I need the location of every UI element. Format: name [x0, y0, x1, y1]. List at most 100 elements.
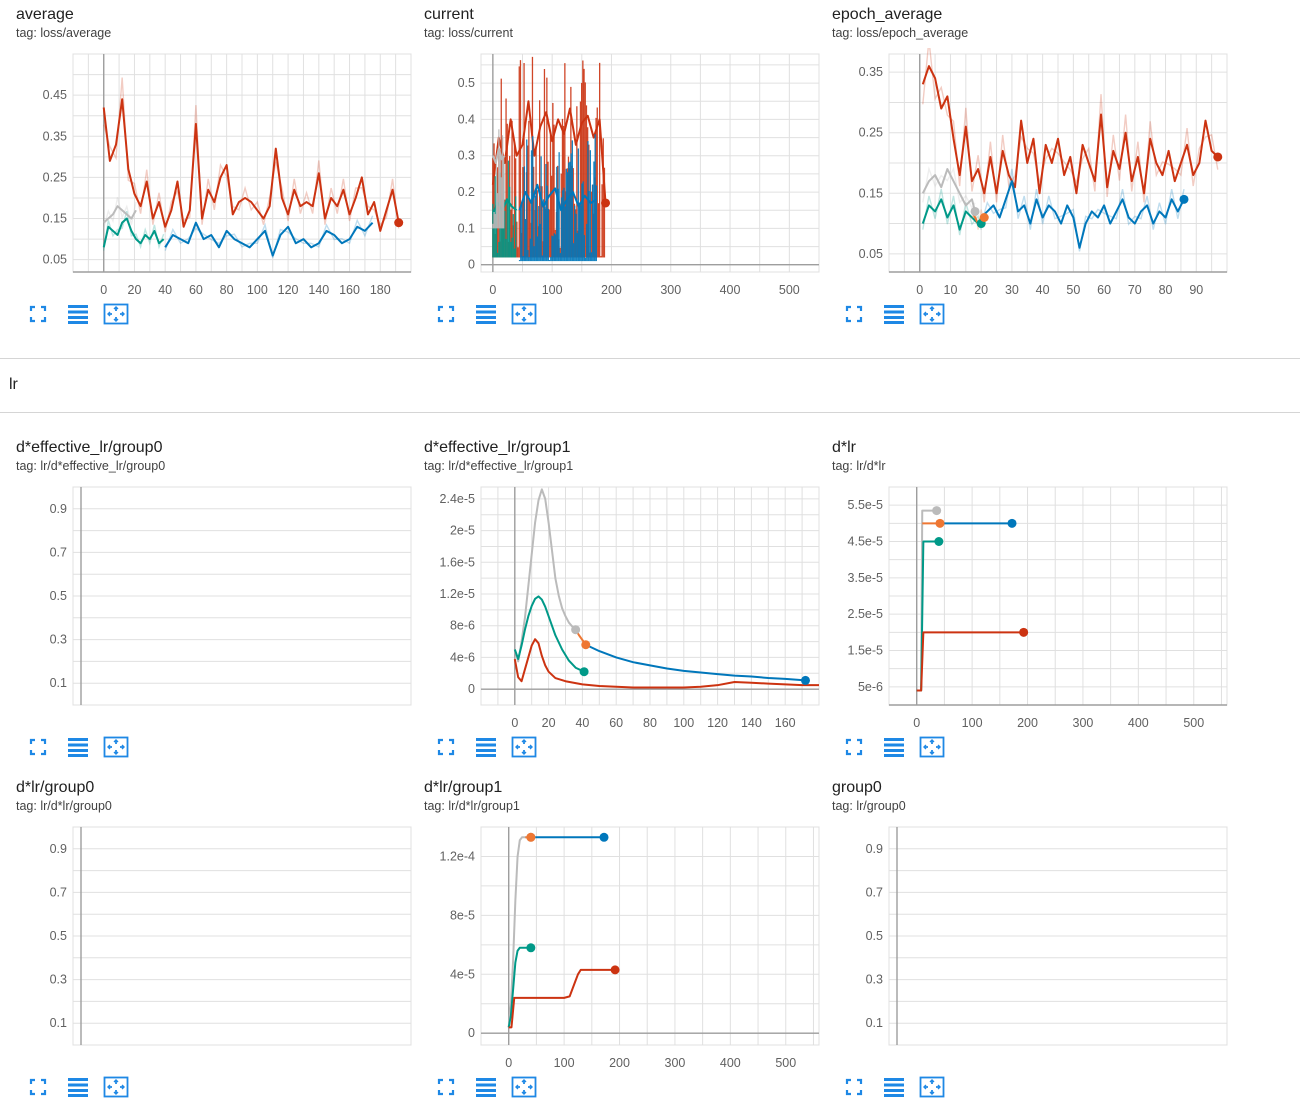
fit-domain-icon: [511, 1076, 537, 1098]
series-end-marker-orange[interactable]: [526, 832, 536, 842]
series-end-marker-red[interactable]: [1019, 627, 1029, 637]
toggle-log-scale-button[interactable]: [472, 733, 500, 761]
series-end-marker-orange[interactable]: [581, 640, 591, 650]
chart-plot[interactable]: 0 4e-6 8e-6 1.2e-5 1.6e-5 2e-5 2.4e-5 0 20 40 60 80…: [424, 439, 834, 739]
y-tick-label: 0.7: [50, 545, 67, 559]
series-line-red: [102, 98, 400, 232]
series-end-marker-teal[interactable]: [579, 667, 589, 677]
series-end-marker-red[interactable]: [394, 218, 404, 228]
y-tick-label: 0: [468, 1026, 475, 1040]
fullscreen-button[interactable]: [432, 300, 460, 328]
fit-domain-button[interactable]: [918, 733, 946, 761]
series-end-marker-red[interactable]: [601, 198, 611, 208]
x-tick-label: 120: [707, 716, 728, 730]
fit-domain-button[interactable]: [102, 733, 130, 761]
chart-plot[interactable]: 0 0.1 0.2 0.3 0.4 0.5 0 100 200 300 400 500: [424, 6, 834, 306]
fit-domain-button[interactable]: [510, 733, 538, 761]
toggle-log-scale-button[interactable]: [64, 1073, 92, 1101]
series-end-marker-blue[interactable]: [599, 832, 609, 842]
y-tick-label: 0.1: [50, 1016, 67, 1030]
toggle-log-scale-button[interactable]: [472, 1073, 500, 1101]
y-tick-label: 0.3: [866, 973, 883, 987]
series-end-marker-orange[interactable]: [979, 213, 989, 222]
fullscreen-button[interactable]: [24, 733, 52, 761]
fullscreen-button[interactable]: [24, 300, 52, 328]
toggle-log-scale-button[interactable]: [64, 300, 92, 328]
chart-plot[interactable]: 0.1 0.3 0.5 0.7 0.9: [16, 439, 426, 739]
x-tick-label: 160: [775, 716, 796, 730]
group-title: lr: [9, 376, 18, 393]
y-tick-label: 0: [468, 258, 475, 272]
chart-card-d_lr_group0: d*lr/group0 tag: lr/d*lr/group0 0.1 0.3 0.5 0…: [16, 779, 426, 1109]
series-end-marker-gray[interactable]: [970, 206, 980, 216]
fullscreen-button[interactable]: [840, 733, 868, 761]
fit-domain-icon: [919, 303, 945, 325]
x-tick-label: 0: [511, 716, 518, 730]
plot-frame: [888, 826, 1228, 1046]
series-line-red: [491, 100, 607, 204]
fit-domain-button[interactable]: [918, 300, 946, 328]
x-tick-label: 200: [609, 1056, 630, 1070]
y-tick-label: 4e-5: [450, 967, 475, 981]
y-tick-label: 5.5e-5: [848, 498, 883, 512]
series-end-marker-red[interactable]: [1213, 152, 1223, 162]
fullscreen-button[interactable]: [840, 1073, 868, 1101]
chart-plot[interactable]: 0.1 0.3 0.5 0.7 0.9: [832, 779, 1242, 1079]
chart-title: epoch_average: [832, 6, 943, 23]
chart-toolbar: [838, 1073, 948, 1101]
fullscreen-button[interactable]: [432, 733, 460, 761]
x-tick-label: 40: [158, 283, 172, 297]
chart-title: group0: [832, 779, 882, 796]
series-line-blue: [585, 643, 806, 682]
chart-plot[interactable]: 0.05 0.15 0.25 0.35 0 10 20 30 40 50 60 70 80 90: [832, 6, 1242, 306]
series-end-marker-teal[interactable]: [934, 537, 944, 546]
series-line-red: [513, 638, 819, 689]
toggle-log-scale-icon: [474, 1076, 498, 1098]
y-tick-label: 0.5: [866, 929, 883, 943]
y-tick-label: 8e-6: [450, 619, 475, 633]
series-end-marker-gray[interactable]: [932, 506, 942, 516]
chart-card-epoch_average: epoch_average tag: loss/epoch_average 0.05…: [832, 6, 1242, 336]
series-end-marker-blue[interactable]: [800, 675, 810, 685]
series-line-gray: [491, 147, 506, 164]
fit-domain-button[interactable]: [510, 1073, 538, 1101]
fit-domain-button[interactable]: [102, 1073, 130, 1101]
fullscreen-button[interactable]: [432, 1073, 460, 1101]
chart-title: d*effective_lr/group1: [424, 439, 571, 456]
toggle-log-scale-button[interactable]: [880, 733, 908, 761]
toggle-log-scale-button[interactable]: [472, 300, 500, 328]
fullscreen-button[interactable]: [840, 300, 868, 328]
series-end-marker-blue[interactable]: [1007, 518, 1017, 528]
series-end-marker-orange[interactable]: [935, 518, 945, 528]
y-tick-label: 0.25: [43, 170, 67, 184]
y-tick-label: 0.35: [43, 129, 67, 143]
y-tick-label: 0.7: [50, 885, 67, 899]
chart-plot[interactable]: 5e-6 1.5e-5 2.5e-5 3.5e-5 4.5e-5 5.5e-5 0 100 20…: [832, 439, 1242, 739]
fit-domain-button[interactable]: [510, 300, 538, 328]
y-tick-label: 3.5e-5: [848, 571, 883, 585]
series-group: [916, 509, 1024, 692]
chart-plot[interactable]: 0.05 0.15 0.25 0.35 0.45 0 20 40 60 80 100 120 140 16…: [16, 6, 426, 306]
y-tick-label: 0.3: [458, 149, 475, 163]
chart-card-d_effective_lr_group1: d*effective_lr/group1 tag: lr/d*effective…: [424, 439, 834, 769]
series-end-marker-gray[interactable]: [571, 625, 581, 635]
fullscreen-icon: [844, 1077, 864, 1097]
y-tick-label: 8e-5: [450, 908, 475, 922]
toggle-log-scale-button[interactable]: [880, 300, 908, 328]
fullscreen-button[interactable]: [24, 1073, 52, 1101]
chart-plot[interactable]: 0.1 0.3 0.5 0.7 0.9: [16, 779, 426, 1079]
series-end-marker-teal[interactable]: [526, 943, 536, 953]
toggle-log-scale-button[interactable]: [880, 1073, 908, 1101]
chart-title: d*lr/group0: [16, 779, 95, 796]
series-end-marker-blue[interactable]: [1179, 194, 1189, 204]
fit-domain-button[interactable]: [102, 300, 130, 328]
y-tick-label: 0: [468, 682, 475, 696]
series-line-teal: [916, 540, 939, 692]
series-end-marker-red[interactable]: [610, 965, 620, 975]
toggle-log-scale-button[interactable]: [64, 733, 92, 761]
y-tick-label: 2.4e-5: [440, 492, 475, 506]
section-divider: [0, 412, 1300, 413]
fit-domain-button[interactable]: [918, 1073, 946, 1101]
series-line-gray: [916, 509, 937, 692]
chart-plot[interactable]: 0 4e-5 8e-5 1.2e-4 0 100 200 300 400 500: [424, 779, 834, 1079]
